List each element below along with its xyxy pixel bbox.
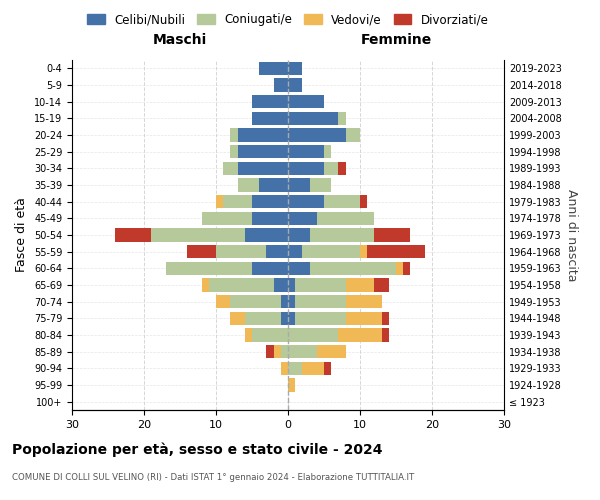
Bar [274,345,281,358]
Bar [281,345,288,358]
Bar [360,195,367,208]
Bar [223,162,238,175]
Bar [346,295,382,308]
Bar [274,78,288,92]
Bar [288,78,302,92]
Bar [310,178,331,192]
Bar [252,328,288,342]
Bar [367,245,425,258]
Bar [230,145,238,158]
Bar [259,178,288,192]
Bar [115,228,151,241]
Bar [288,245,302,258]
Bar [202,278,209,291]
Bar [295,278,346,291]
Bar [288,112,338,125]
Bar [230,295,281,308]
Bar [317,345,346,358]
Bar [259,62,288,75]
Bar [209,278,274,291]
Bar [187,245,216,258]
Bar [274,278,288,291]
Bar [288,228,310,241]
Bar [288,162,324,175]
Bar [374,228,410,241]
Bar [346,312,382,325]
Bar [317,212,374,225]
Bar [288,95,324,108]
Bar [288,345,317,358]
Bar [252,95,288,108]
Bar [252,112,288,125]
Bar [324,145,331,158]
Bar [288,212,317,225]
Bar [245,312,281,325]
Bar [238,128,288,141]
Bar [230,312,245,325]
Bar [288,362,302,375]
Bar [288,312,295,325]
Bar [288,262,310,275]
Bar [295,312,346,325]
Bar [288,295,295,308]
Bar [310,262,396,275]
Bar [302,245,360,258]
Text: Femmine: Femmine [361,32,431,46]
Bar [252,195,288,208]
Bar [238,178,259,192]
Bar [338,328,382,342]
Bar [266,245,288,258]
Bar [266,345,274,358]
Bar [346,278,374,291]
Text: Popolazione per età, sesso e stato civile - 2024: Popolazione per età, sesso e stato civil… [12,442,383,457]
Bar [238,162,288,175]
Bar [252,212,288,225]
Bar [245,228,288,241]
Bar [346,128,360,141]
Bar [281,312,288,325]
Bar [288,62,302,75]
Bar [166,262,252,275]
Bar [338,112,346,125]
Bar [288,378,295,392]
Bar [338,162,346,175]
Bar [324,195,360,208]
Bar [288,328,338,342]
Bar [216,195,223,208]
Y-axis label: Anni di nascita: Anni di nascita [565,188,578,281]
Bar [360,245,367,258]
Bar [288,278,295,291]
Bar [151,228,245,241]
Bar [288,195,324,208]
Text: Maschi: Maschi [153,32,207,46]
Bar [216,245,266,258]
Bar [288,178,310,192]
Bar [281,362,288,375]
Bar [403,262,410,275]
Bar [288,145,324,158]
Bar [245,328,252,342]
Bar [281,295,288,308]
Bar [382,312,389,325]
Bar [396,262,403,275]
Bar [295,295,346,308]
Bar [202,212,252,225]
Bar [216,295,230,308]
Bar [230,128,238,141]
Bar [302,362,324,375]
Bar [324,362,331,375]
Bar [374,278,389,291]
Text: COMUNE DI COLLI SUL VELINO (RI) - Dati ISTAT 1° gennaio 2024 - Elaborazione TUTT: COMUNE DI COLLI SUL VELINO (RI) - Dati I… [12,472,414,482]
Legend: Celibi/Nubili, Coniugati/e, Vedovi/e, Divorziati/e: Celibi/Nubili, Coniugati/e, Vedovi/e, Di… [83,8,493,31]
Bar [324,162,338,175]
Bar [382,328,389,342]
Bar [238,145,288,158]
Bar [252,262,288,275]
Bar [310,228,374,241]
Bar [288,128,346,141]
Y-axis label: Fasce di età: Fasce di età [16,198,28,272]
Bar [223,195,252,208]
